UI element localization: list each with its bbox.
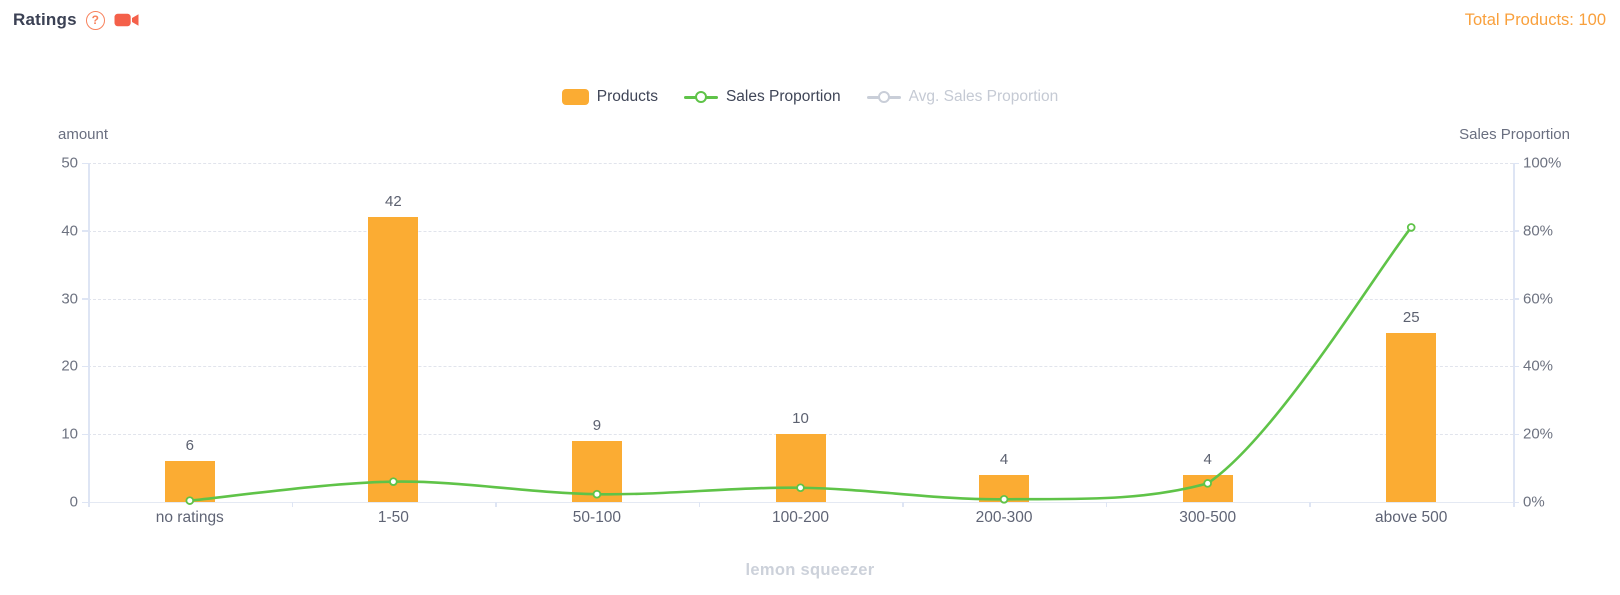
products-bar[interactable] xyxy=(1182,474,1233,502)
y-axis-tick-label-left: 30 xyxy=(61,290,78,308)
gridline xyxy=(88,366,1513,368)
right-axis-tick xyxy=(1513,433,1519,436)
panel-header: Ratings ? xyxy=(13,10,140,30)
y-axis-tick-label-right: 0% xyxy=(1523,493,1545,511)
x-axis-category-label: above 500 xyxy=(1375,509,1448,526)
products-bar[interactable] xyxy=(571,440,622,502)
products-bar[interactable] xyxy=(368,217,419,502)
x-axis-category-label: 300-500 xyxy=(1179,509,1237,526)
x-axis-tick xyxy=(1513,502,1515,507)
x-axis-category-label: 1-50 xyxy=(377,509,409,526)
x-axis-tick xyxy=(902,502,904,507)
left-axis-title: amount xyxy=(58,126,109,143)
y-axis-tick-label-right: 80% xyxy=(1523,222,1554,240)
x-axis-line xyxy=(88,502,1513,503)
gridline xyxy=(88,298,1513,300)
products-bar[interactable] xyxy=(979,474,1030,502)
panel-title: Ratings xyxy=(13,10,77,29)
chart-legend: Products Sales Proportion Avg. Sales Pro… xyxy=(0,84,1620,110)
left-axis-tick xyxy=(82,501,88,503)
left-axis-line xyxy=(88,163,90,507)
video-camera-icon[interactable] xyxy=(114,11,140,29)
right-axis-tick xyxy=(1513,501,1519,503)
x-axis-tick xyxy=(88,502,90,507)
left-axis-tick xyxy=(82,365,88,368)
total-products-badge: Total Products: 100 xyxy=(1464,11,1606,29)
y-axis-tick-label-left: 40 xyxy=(61,222,78,240)
line-dot-icon xyxy=(683,90,718,104)
legend-label: Avg. Sales Proportion xyxy=(908,88,1059,105)
left-axis-tick xyxy=(82,162,88,164)
x-axis-category-label: 50-100 xyxy=(572,509,622,526)
y-axis-tick-label-right: 20% xyxy=(1523,425,1554,443)
legend-label: Products xyxy=(596,88,658,105)
bar-value-label: 25 xyxy=(1402,308,1420,326)
x-axis-category-label: 200-300 xyxy=(975,509,1033,526)
right-axis-tick xyxy=(1513,365,1519,368)
y-axis-tick-label-right: 40% xyxy=(1523,357,1554,375)
y-axis-tick-label-left: 20 xyxy=(61,357,78,375)
x-axis-tick xyxy=(698,502,701,507)
bar-value-label: 42 xyxy=(385,193,402,211)
products-bar[interactable] xyxy=(775,434,826,502)
line-dot-icon xyxy=(866,90,901,104)
x-axis-category-label: 100-200 xyxy=(772,509,829,526)
legend-item-products[interactable]: Products xyxy=(561,88,658,106)
left-axis-tick xyxy=(82,433,88,436)
question-mark-icon[interactable]: ? xyxy=(85,10,105,30)
legend-item-avg-sales-proportion[interactable]: Avg. Sales Proportion xyxy=(866,88,1059,106)
products-bar[interactable] xyxy=(164,461,215,502)
gridline xyxy=(88,163,1513,164)
left-axis-tick xyxy=(82,230,88,232)
sales-proportion-point xyxy=(1406,223,1416,232)
bar-value-label: 9 xyxy=(592,416,602,434)
bar-swatch-icon xyxy=(561,89,589,105)
x-axis-tick xyxy=(291,502,294,507)
right-axis-tick xyxy=(1513,230,1519,232)
right-axis-line xyxy=(1513,163,1515,507)
x-axis-tick xyxy=(1309,502,1311,507)
y-axis-tick-label-right: 60% xyxy=(1523,290,1554,308)
legend-label: Sales Proportion xyxy=(725,88,841,105)
y-axis-tick-label-left: 50 xyxy=(61,154,78,172)
x-axis-tick xyxy=(1105,502,1108,507)
x-axis-category-label: no ratings xyxy=(155,509,224,526)
bar-value-label: 6 xyxy=(185,437,194,455)
products-bar[interactable] xyxy=(1386,332,1437,502)
bar-value-label: 4 xyxy=(1203,450,1212,468)
y-axis-tick-label-right: 100% xyxy=(1523,154,1562,172)
gridline xyxy=(88,230,1513,232)
legend-item-sales-proportion[interactable]: Sales Proportion xyxy=(683,88,841,106)
x-axis-tick xyxy=(495,502,497,507)
y-axis-tick-label-left: 10 xyxy=(61,425,78,443)
chart-caption: lemon squeezer xyxy=(745,561,875,579)
left-axis-tick xyxy=(82,298,88,300)
right-axis-tick xyxy=(1513,162,1519,164)
right-axis-tick xyxy=(1513,298,1519,300)
bar-value-label: 10 xyxy=(792,410,809,428)
bar-value-label: 4 xyxy=(999,450,1009,468)
y-axis-tick-label-left: 0 xyxy=(69,493,78,511)
right-axis-title: Sales Proportion xyxy=(1459,126,1570,143)
